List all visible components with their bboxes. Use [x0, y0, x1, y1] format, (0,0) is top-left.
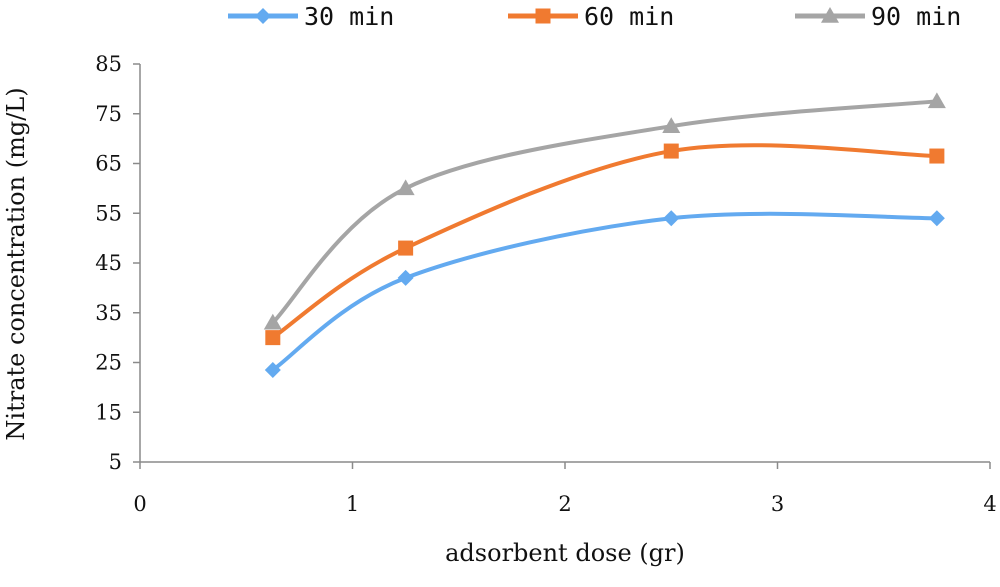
x-tick-label: 0	[133, 492, 146, 516]
legend-label: 30 min	[304, 2, 394, 31]
series-line	[271, 211, 937, 372]
y-tick-label: 75	[95, 102, 122, 126]
x-tick-label: 2	[558, 492, 571, 516]
legend-item: 30 min	[228, 2, 394, 31]
series-line	[271, 143, 937, 340]
data-point-marker	[929, 148, 945, 164]
y-tick-label: 35	[95, 301, 122, 325]
x-tick-label: 4	[983, 492, 996, 516]
y-tick-label: 85	[95, 52, 122, 76]
legend-label: 60 min	[584, 2, 674, 31]
data-point-marker	[663, 143, 679, 159]
x-tick-label: 3	[771, 492, 784, 516]
y-tick-label: 45	[95, 251, 122, 275]
series-line	[271, 99, 938, 325]
y-tick-label: 5	[109, 450, 122, 474]
data-point-marker	[662, 117, 681, 133]
legend-marker	[821, 7, 839, 23]
x-axis-ticks: 0 1 2 3 4	[133, 462, 997, 516]
legend-marker	[535, 8, 551, 24]
y-tick-label: 25	[95, 351, 122, 375]
data-point-marker	[263, 313, 282, 330]
data-point-marker	[396, 179, 415, 196]
x-axis-title: adsorbent dose (gr)	[445, 539, 685, 567]
legend-item: 90 min	[795, 2, 961, 31]
x-tick-label: 1	[346, 492, 359, 516]
y-tick-label: 65	[95, 152, 122, 176]
series-90-min	[263, 92, 946, 330]
data-point-marker	[264, 361, 281, 378]
data-point-marker	[398, 240, 414, 256]
data-point-marker	[663, 210, 680, 227]
legend-label: 90 min	[871, 2, 961, 31]
data-point-marker	[927, 92, 946, 109]
data-point-marker	[397, 269, 414, 286]
y-axis-ticks: 5 15 25 35 45 55 65 75 85	[95, 52, 140, 474]
y-tick-label: 15	[95, 400, 122, 424]
legend-marker	[255, 8, 271, 24]
data-point-marker	[928, 210, 945, 227]
series-layer	[263, 92, 946, 378]
y-tick-label: 55	[95, 201, 122, 225]
y-axis-title: Nitrate concentration (mg/L)	[2, 87, 30, 440]
data-point-marker	[265, 330, 281, 346]
series-30-min	[264, 210, 945, 378]
legend-item: 60 min	[508, 2, 674, 31]
legend: 30 min 60 min 90 min	[228, 2, 961, 31]
series-60-min	[265, 143, 945, 346]
